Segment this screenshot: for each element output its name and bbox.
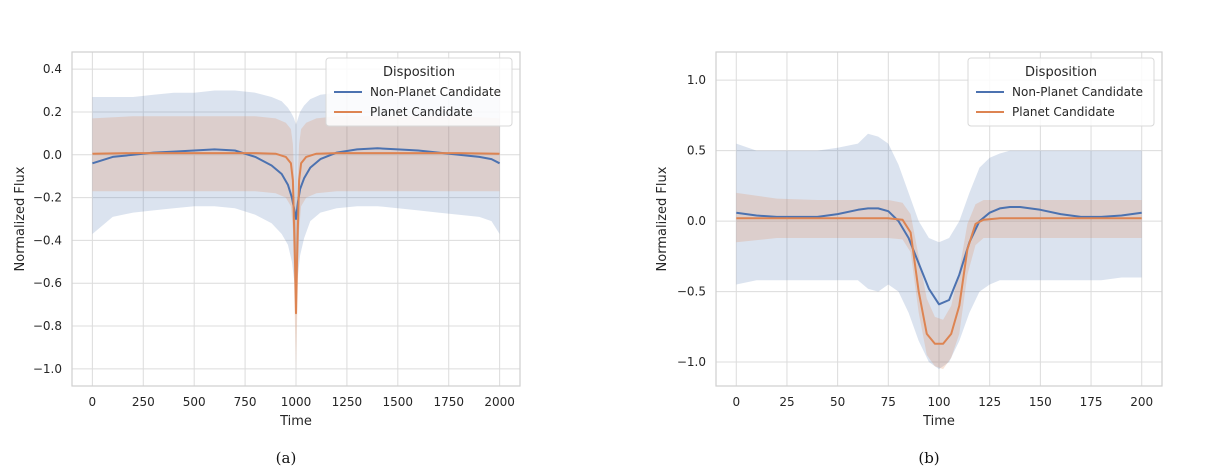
legend-box (325, 57, 513, 127)
legend-label: Non-Planet Candidate (1012, 85, 1143, 99)
x-tick-label: 250 (132, 395, 155, 409)
confidence-band-non-planet (92, 90, 500, 297)
confidence-band-non-planet (736, 133, 1142, 370)
legend-box (967, 57, 1155, 127)
y-tick-label: 0.5 (687, 144, 706, 158)
y-tick-label: 0.0 (43, 148, 62, 162)
x-tick-label: 200 (1130, 395, 1153, 409)
x-tick-label: 25 (779, 395, 794, 409)
x-tick-label: 175 (1080, 395, 1103, 409)
y-axis-label: Normalized Flux (13, 166, 28, 271)
y-axis-label: Normalized Flux (655, 166, 670, 271)
axes-frame (715, 51, 1163, 387)
series-line-non-planet (92, 147, 501, 220)
x-axis-label: Time (922, 414, 955, 429)
legend-label: Planet Candidate (370, 105, 473, 119)
x-tick-label: 75 (881, 395, 896, 409)
axes-frame (71, 51, 521, 387)
series-line-planet (736, 217, 1142, 345)
x-tick-label: 500 (183, 395, 206, 409)
legend-label: Non-Planet Candidate (370, 85, 501, 99)
y-tick-label: 0.2 (43, 105, 62, 119)
chart-b: 0 25 50 75 100 125 150 175 200 −1.0 −0.5 0.0 0.5 1.0 T… (655, 51, 1163, 467)
chart-a: 0 250 500 750 1000 1250 1500 1750 2000 −1.0 −0.8 −0… (13, 51, 521, 467)
y-tick-label: −0.5 (677, 285, 706, 299)
x-tick-label: 2000 (484, 395, 515, 409)
figure-caption: (a) (276, 449, 297, 467)
x-tick-label: 750 (234, 395, 257, 409)
legend-title: Disposition (383, 65, 455, 80)
x-tick-label: 1500 (383, 395, 414, 409)
legend-label: Planet Candidate (1012, 105, 1115, 119)
x-tick-label: 1250 (332, 395, 363, 409)
x-tick-label: 0 (732, 395, 740, 409)
x-tick-label: 100 (928, 395, 951, 409)
confidence-band-planet (92, 116, 500, 369)
x-tick-label: 1000 (281, 395, 312, 409)
y-tick-label: 0.4 (43, 62, 62, 76)
x-tick-label: 50 (830, 395, 845, 409)
y-tick-label: −1.0 (677, 355, 706, 369)
y-tick-label: −0.8 (33, 319, 62, 333)
y-tick-label: −1.0 (33, 362, 62, 376)
y-tick-label: 0.0 (687, 214, 706, 228)
y-tick-label: −0.6 (33, 276, 62, 290)
y-tick-label: −0.4 (33, 233, 62, 247)
figure-caption: (b) (918, 449, 939, 467)
x-tick-label: 150 (1029, 395, 1052, 409)
x-tick-label: 1750 (433, 395, 464, 409)
confidence-band-planet (736, 192, 1142, 370)
y-tick-label: −0.2 (33, 191, 62, 205)
series-line-non-planet (736, 206, 1142, 306)
x-tick-label: 125 (978, 395, 1001, 409)
legend-title: Disposition (1025, 65, 1097, 80)
x-tick-label: 0 (89, 395, 97, 409)
series-line-planet (92, 152, 500, 315)
x-axis-label: Time (279, 414, 312, 429)
y-tick-label: 1.0 (687, 73, 706, 87)
